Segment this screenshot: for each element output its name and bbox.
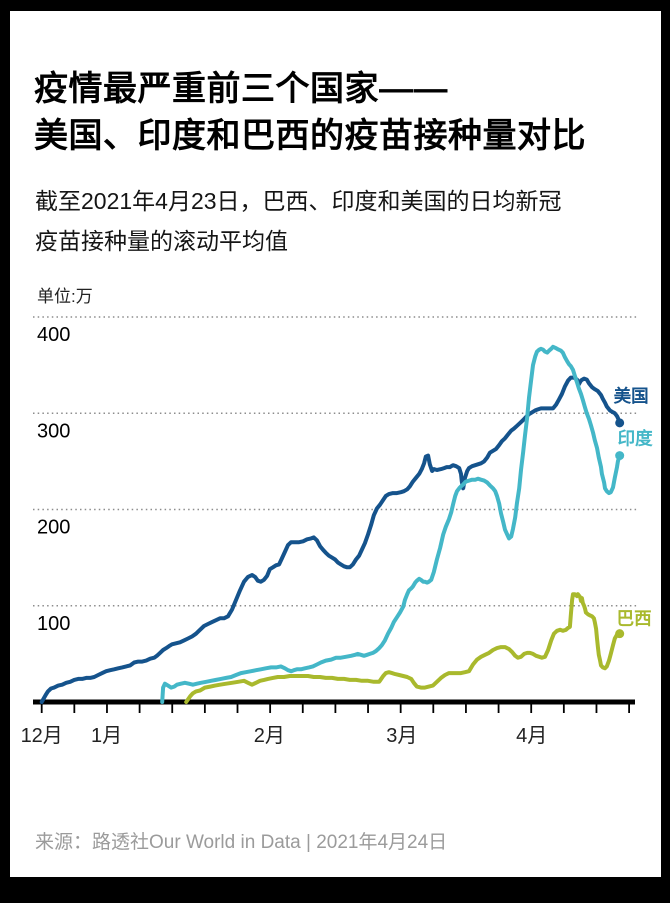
series-end-dot-0 xyxy=(615,418,625,428)
page-title: 疫情最严重前三个国家—— 美国、印度和巴西的疫苗接种量对比 xyxy=(34,66,644,160)
series-end-dot-1 xyxy=(615,451,625,461)
x-axis-label-4月: 4月 xyxy=(516,725,547,747)
series-end-dot-2 xyxy=(615,629,625,639)
title-line-2: 美国、印度和巴西的疫苗接种量对比 xyxy=(34,117,586,155)
subtitle-line-1: 截至2021年4月23日，巴西、印度和美国的日均新冠 xyxy=(35,188,562,214)
y-axis-label-400: 400 xyxy=(37,324,70,346)
chart-subtitle: 截至2021年4月23日，巴西、印度和美国的日均新冠 疫苗接种量的滚动平均值 xyxy=(35,181,635,261)
y-axis-label-100: 100 xyxy=(37,613,70,635)
x-axis-label-2月: 2月 xyxy=(254,725,285,747)
series-label-1: 印度 xyxy=(618,429,653,449)
unit-label: 单位:万 xyxy=(37,287,93,306)
subtitle-line-2: 疫苗接种量的滚动平均值 xyxy=(35,228,288,254)
series-line-1 xyxy=(160,344,622,704)
chart-card: 疫情最严重前三个国家—— 美国、印度和巴西的疫苗接种量对比 截至2021年4月2… xyxy=(10,11,661,877)
series-line-2 xyxy=(184,592,622,704)
y-axis-label-300: 300 xyxy=(37,420,70,442)
series-label-2: 巴西 xyxy=(617,609,652,629)
title-line-1: 疫情最严重前三个国家—— xyxy=(34,70,448,108)
x-axis-label-1月: 1月 xyxy=(91,725,122,747)
series-line-0 xyxy=(39,375,622,704)
y-axis-label-200: 200 xyxy=(37,517,70,539)
series-label-0: 美国 xyxy=(614,386,649,406)
x-axis-label-3月: 3月 xyxy=(386,725,417,747)
x-axis-label-12月: 12月 xyxy=(21,725,63,747)
source-attribution: 来源：路透社Our World in Data | 2021年4月24日 xyxy=(35,832,448,853)
